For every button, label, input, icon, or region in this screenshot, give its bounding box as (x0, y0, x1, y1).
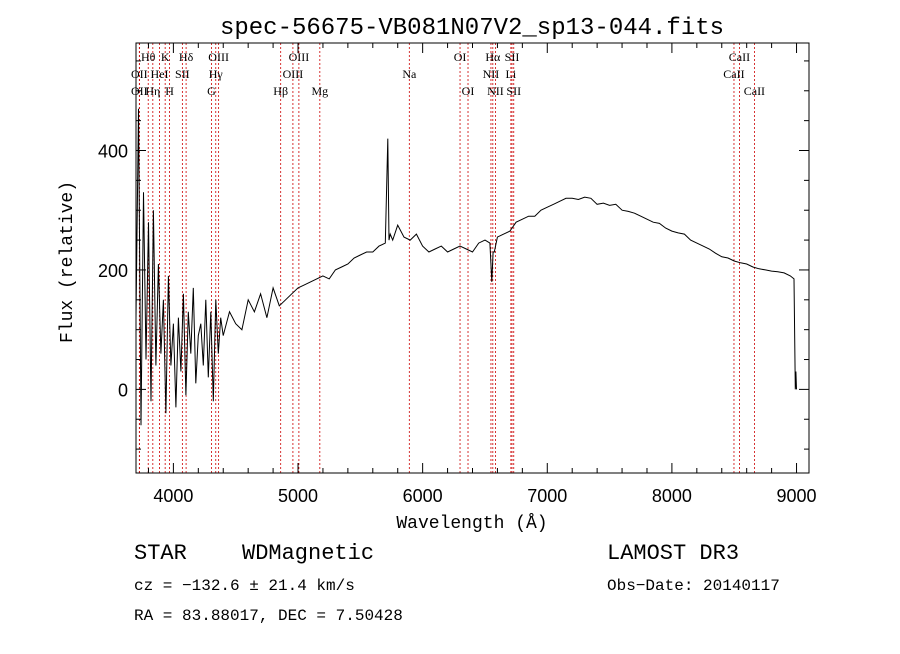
spectral-line-label: HeI (151, 67, 169, 81)
spectral-line-markers (139, 43, 754, 473)
y-tick-label: 400 (98, 142, 128, 162)
x-tick-label: 4000 (153, 486, 193, 506)
spectral-line-label: K (161, 50, 170, 64)
x-tick-label: 9000 (777, 486, 817, 506)
x-tick-label: 8000 (652, 486, 692, 506)
spectral-line-label: OI (462, 84, 475, 98)
spectral-line-label: Hγ (209, 67, 224, 81)
axis-tick-labels: 4000 5000 6000 7000 8000 9000 0 200 400 (98, 142, 817, 507)
x-axis-label: Wavelength (Å) (396, 513, 547, 534)
spectral-line-label: Hθ (141, 50, 156, 64)
spectral-line-label: Hη (145, 84, 160, 98)
spectral-line-label: OIII (208, 50, 229, 64)
x-tick-label: 6000 (403, 486, 443, 506)
redshift-velocity: cz = −132.6 ± 21.4 km/s (134, 577, 355, 595)
spectrum-figure: spec-56675-VB081N07V2_sp13-044.fits OII H… (0, 0, 900, 649)
spectral-line-label: CaII (744, 84, 765, 98)
spectral-line-label: SII (506, 84, 521, 98)
spectral-line-label: Hα (485, 50, 501, 64)
x-tick-label: 7000 (527, 486, 567, 506)
plot-frame (136, 43, 809, 473)
y-tick-label: 0 (118, 380, 128, 400)
spectral-line-label: OIII (283, 67, 304, 81)
spectral-line-label: Hβ (273, 84, 288, 98)
spectral-line-label: H (165, 84, 174, 98)
spectral-line-label: SII (175, 67, 190, 81)
spectral-line-label: SII (505, 50, 520, 64)
spectral-line-label: NII (487, 84, 504, 98)
spectral-line-label: OI (454, 50, 467, 64)
x-tick-label: 5000 (278, 486, 318, 506)
spectral-line-label: CaII (723, 67, 744, 81)
object-subclass: WDMagnetic (242, 541, 374, 566)
spectral-line-label: Mg (311, 84, 328, 98)
observation-date: Obs−Date: 20140117 (607, 577, 780, 595)
spectral-line-label: Li (506, 67, 517, 81)
spectral-line-label: G (207, 84, 216, 98)
spectral-line-label: OII (131, 67, 148, 81)
spectral-line-label: Hδ (179, 50, 194, 64)
chart-title: spec-56675-VB081N07V2_sp13-044.fits (220, 15, 724, 42)
object-class: STAR (134, 541, 187, 566)
survey-name: LAMOST DR3 (607, 541, 739, 566)
spectral-line-label: OIII (289, 50, 310, 64)
spectral-line-label: NII (483, 67, 500, 81)
y-tick-label: 200 (98, 261, 128, 281)
spectral-line-label: Na (402, 67, 417, 81)
axis-ticks (136, 43, 809, 473)
coordinates: RA = 83.88017, DEC = 7.50428 (134, 607, 403, 625)
spectrum-series-line (136, 109, 797, 426)
spectral-line-label: CaII (729, 50, 750, 64)
spectrum-chart: spec-56675-VB081N07V2_sp13-044.fits OIIH… (0, 0, 900, 649)
y-axis-label: Flux (relative) (58, 181, 78, 343)
